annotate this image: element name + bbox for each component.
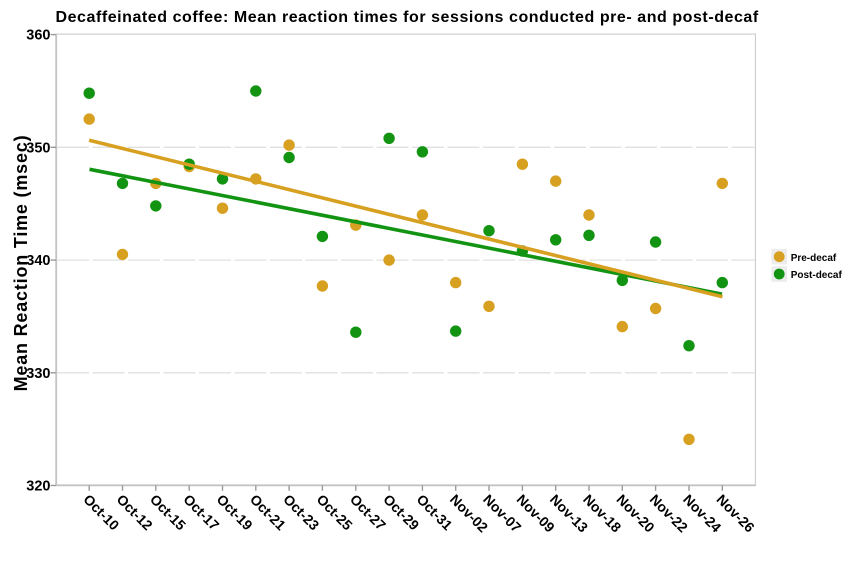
svg-text:Mean Reaction Time (msec): Mean Reaction Time (msec): [11, 135, 31, 392]
svg-text:360: 360: [26, 28, 50, 44]
svg-text:Decaffeinated coffee: Mean rea: Decaffeinated coffee: Mean reaction time…: [56, 9, 759, 26]
svg-text:Post-decaf: Post-decaf: [791, 270, 843, 281]
svg-text:Pre-decaf: Pre-decaf: [791, 253, 837, 264]
svg-text:340: 340: [26, 253, 50, 269]
svg-text:330: 330: [26, 366, 50, 382]
svg-text:320: 320: [26, 479, 50, 495]
svg-text:350: 350: [26, 140, 50, 156]
